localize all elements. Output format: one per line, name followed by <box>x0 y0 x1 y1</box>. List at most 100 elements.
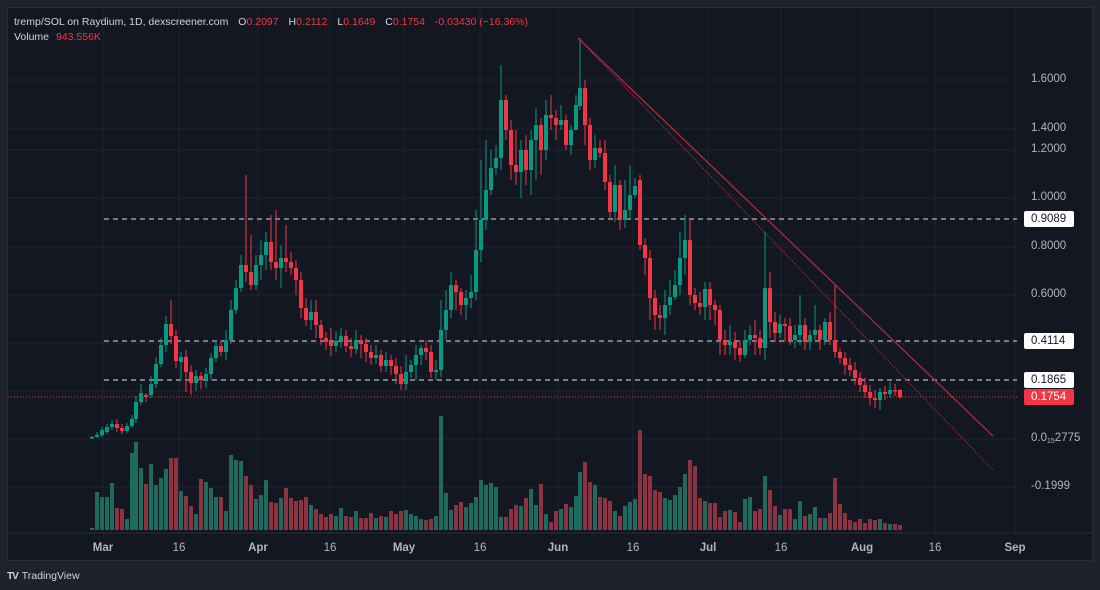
candle-body <box>873 398 877 400</box>
tradingview-branding[interactable]: TV TradingView <box>7 570 80 582</box>
candle-body <box>743 340 747 355</box>
close-value: 0.1754 <box>392 16 425 28</box>
volume-bar <box>339 508 343 530</box>
candle-body <box>339 336 343 341</box>
volume-bar <box>693 466 697 530</box>
candle-body <box>618 185 622 220</box>
volume-bar <box>823 518 827 530</box>
volume-bar <box>603 498 607 530</box>
volume-bar <box>673 495 677 530</box>
candle-body <box>583 88 587 125</box>
candle-body <box>344 336 348 346</box>
price-tick-label: 0.6000 <box>1031 288 1067 300</box>
volume-bar <box>753 511 757 530</box>
volume-bar <box>424 520 428 530</box>
volume-bar <box>214 497 218 530</box>
candle-body <box>813 330 817 335</box>
level-price-tag[interactable]: 0.4114 <box>1024 333 1074 349</box>
candle-body <box>653 298 657 315</box>
candle-body <box>723 340 727 345</box>
volume-bar <box>509 509 513 530</box>
volume-bar <box>733 512 737 530</box>
volume-bar <box>209 488 213 530</box>
change-value: -0.03430 (−16.36%) <box>434 16 529 28</box>
volume-bar <box>788 509 792 530</box>
volume-bar <box>459 502 463 530</box>
volume-bar <box>120 509 124 530</box>
candle-body <box>464 298 468 305</box>
volume-bar <box>444 493 448 530</box>
volume-bar <box>838 504 842 530</box>
date-tick-label: 16 <box>626 542 640 554</box>
volume-bar <box>608 501 612 530</box>
volume-bar <box>888 524 892 530</box>
volume-bar <box>618 516 622 530</box>
legend-ohlc-row: tremp/SOL on Raydium, 1D, dexscreener.co… <box>14 15 528 30</box>
candle-body <box>284 258 288 262</box>
volume-bar <box>234 460 238 530</box>
volume-bar <box>803 516 807 530</box>
candle-body <box>309 312 313 320</box>
candle-body <box>429 352 433 372</box>
candle-body <box>499 100 503 158</box>
candle-body <box>90 437 94 439</box>
volume-bar <box>519 506 523 530</box>
volume-bar <box>583 462 587 530</box>
candle-body <box>768 288 772 322</box>
volume-bar <box>279 498 283 530</box>
volume-bar <box>364 518 368 530</box>
volume-bar <box>329 514 333 530</box>
candle-body <box>134 402 138 419</box>
candle-body <box>439 330 443 370</box>
candle-body <box>224 340 228 352</box>
candle-body <box>329 342 333 346</box>
candle-body <box>264 242 268 255</box>
volume-label: Volume <box>14 31 50 43</box>
candle-body <box>783 324 787 326</box>
volume-bar <box>374 518 378 530</box>
volume-bar <box>95 492 99 530</box>
volume-bar <box>219 497 223 530</box>
volume-bar <box>544 514 548 530</box>
volume-bar <box>768 490 772 530</box>
candle-body <box>828 322 832 340</box>
candle-body <box>613 185 617 212</box>
candle-body <box>494 158 498 168</box>
candle-body <box>569 130 573 145</box>
candle-body <box>154 364 158 384</box>
volume-bar <box>578 472 582 530</box>
volume-bar <box>154 485 158 530</box>
candle-body <box>678 258 682 285</box>
candle-body <box>898 390 902 397</box>
volume-bar <box>793 519 797 530</box>
candle-body <box>883 392 887 394</box>
volume-bar <box>259 495 263 530</box>
candle-body <box>758 338 762 348</box>
price-tick-label-subscript: 0.0152775 <box>1031 432 1081 445</box>
level-price-tag[interactable]: 0.1865 <box>1024 372 1074 388</box>
volume-bar <box>474 497 478 530</box>
candle-body <box>878 392 882 400</box>
level-price-tag[interactable]: 0.9089 <box>1024 211 1074 227</box>
date-tick-label: 16 <box>473 542 487 554</box>
low-key: L <box>337 16 344 28</box>
candle-body <box>688 240 692 295</box>
volume-bar <box>324 517 328 530</box>
candle-body <box>574 105 578 130</box>
last-price-tag[interactable]: 0.1754 <box>1024 389 1074 405</box>
candle-body <box>130 419 134 426</box>
candle-body <box>364 344 368 352</box>
candle-body <box>259 255 263 265</box>
open-value: 0.2097 <box>246 16 279 28</box>
candle-body <box>753 335 757 338</box>
candle-body <box>718 310 722 340</box>
chart-panel[interactable] <box>7 7 1093 561</box>
candle-body <box>100 430 104 435</box>
candle-body <box>524 150 528 170</box>
candle-body <box>863 385 867 392</box>
volume-bar <box>783 509 787 530</box>
volume-bar <box>249 485 253 530</box>
candle-body <box>249 272 253 285</box>
candle-body <box>105 427 109 432</box>
